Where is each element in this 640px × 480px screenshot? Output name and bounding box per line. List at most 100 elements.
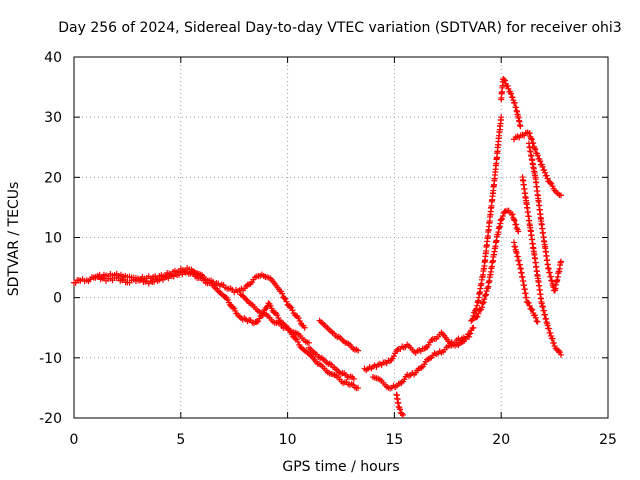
data-point [529,306,536,313]
data-point [473,314,480,321]
x-tick-labels: 0 5 10 15 20 25 [70,432,617,448]
data-point [289,307,296,314]
data-point [555,347,562,354]
data-point [255,318,262,325]
series-trough-b [305,344,357,382]
grid-lines [74,57,608,418]
data-point [532,146,539,153]
data-point [513,225,520,232]
data-point [550,339,557,346]
data-point [556,349,563,356]
series-peak [498,76,524,130]
x-tick-label: 20 [492,432,510,448]
series-trough-a [316,317,362,354]
data-point [547,329,554,336]
data-point [294,338,301,345]
series-fall-c [511,239,541,325]
series-dip [393,391,406,418]
data-point [296,317,303,324]
data-point [355,347,362,354]
data-point [292,335,299,342]
chart-title: Day 256 of 2024, Sidereal Day-to-day VTE… [58,20,621,36]
y-tick-label: -20 [39,411,62,427]
data-point [526,130,533,137]
data-point [528,136,535,143]
data-point [390,353,397,360]
data-point [515,228,522,235]
data-point [537,158,544,165]
data-point [509,211,516,218]
data-point [541,166,548,173]
y-tick-label: 0 [53,291,62,307]
data-point [427,355,433,362]
data-point [282,295,289,302]
data-point [504,82,511,89]
data-point [469,315,476,322]
data-point [508,90,515,97]
data-point [511,216,518,223]
data-point [397,406,404,413]
data-point [511,100,518,107]
data-point [528,306,535,313]
data-point [287,303,294,310]
data-point [502,77,509,84]
y-tick-label: 30 [44,110,62,126]
series-fall-b [525,140,565,294]
data-point [263,304,270,311]
series-recovery-a [361,324,477,374]
data-point [528,135,535,142]
data-point [544,175,551,182]
data-point [543,172,550,179]
data-points [71,76,565,418]
data-point [230,304,237,311]
plot-frame [73,56,609,419]
x-tick-label: 10 [279,432,297,448]
data-point [350,375,357,382]
data-point [545,325,552,332]
data-point [499,213,506,220]
data-point [558,351,565,358]
x-tick-label: 25 [599,432,617,448]
data-point [513,221,520,228]
data-point [498,114,505,121]
data-point [398,410,405,417]
data-point [474,313,481,320]
y-tick-labels: -20 -10 0 10 20 30 40 [39,50,62,427]
data-point [355,384,362,391]
data-point [466,333,473,340]
data-point [531,145,538,152]
x-tick-label: 15 [385,432,403,448]
y-tick-label: 10 [44,231,62,247]
data-point [469,317,476,324]
series-mid-arc [237,291,312,346]
data-point [283,298,290,305]
series-main [71,268,362,392]
data-point [526,302,533,309]
data-point [399,411,406,418]
data-point [295,315,302,322]
x-tick-label: 5 [176,432,185,448]
data-point [301,324,308,331]
data-point [274,312,281,319]
data-point [532,314,539,321]
y-tick-label: 20 [44,170,62,186]
data-point [398,379,405,386]
data-point [394,346,401,353]
data-point [475,310,482,317]
x-tick-label: 0 [70,432,79,448]
series-recovery-b [370,333,473,392]
y-tick-label: 40 [44,50,62,66]
data-point [534,318,541,325]
series-upper-1 [92,265,308,331]
data-point [511,217,518,224]
y-axis-label: SDTVAR / TECUs [6,182,22,297]
data-point [473,302,480,309]
data-point [467,330,474,337]
data-point [525,299,532,306]
data-point [558,258,565,265]
data-point [539,163,546,170]
data-point [533,318,540,325]
data-point [470,324,477,331]
data-point [558,192,565,199]
